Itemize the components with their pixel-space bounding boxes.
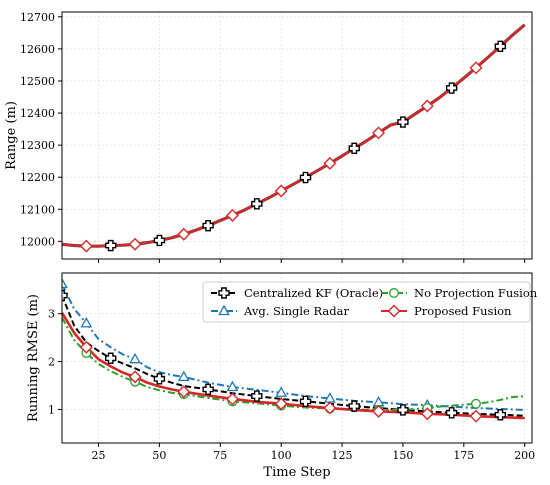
data-point [80, 316, 93, 328]
legend-box [202, 281, 531, 323]
data-point [153, 373, 166, 385]
series-group [62, 23, 526, 253]
data-point [445, 82, 458, 94]
data-point [494, 40, 507, 53]
series-group [62, 277, 525, 423]
data-point [420, 407, 434, 421]
data-point [372, 395, 385, 407]
data-point [153, 234, 166, 247]
x-axis-label: Time Step [263, 465, 330, 480]
range-chart: 12000 12100 12200 12300 12400 12500 12600 12700… [4, 11, 533, 263]
legend-item: Proposed Fusion [381, 304, 512, 318]
legend-marker [387, 304, 401, 318]
y-axis-label: Range (m) [4, 101, 19, 170]
y-tick-label: 12100 [20, 203, 55, 216]
legend-item: No Projection Fusion [381, 286, 538, 300]
data-point [471, 398, 481, 409]
legend-marker [389, 288, 399, 298]
data-point [202, 383, 214, 396]
y-axis-label: Running RMSE (m) [26, 294, 41, 422]
data-point [445, 407, 458, 419]
plot-frame [61, 272, 533, 444]
legend-marker [218, 287, 230, 299]
data-point [275, 386, 288, 397]
data-point [420, 99, 434, 113]
data-point [348, 400, 360, 412]
legend-label: Avg. Single Radar [243, 304, 349, 318]
data-point [62, 277, 68, 289]
x-tick-label: 200 [514, 449, 535, 462]
series-line-proposed-fusion [62, 23, 526, 248]
x-tick-label: 25 [92, 449, 106, 462]
data-point [323, 401, 337, 415]
data-point [79, 239, 93, 253]
x-tick-label: 100 [271, 449, 292, 462]
data-point [128, 370, 142, 384]
data-point [128, 237, 142, 251]
data-point [372, 404, 386, 418]
x-tick-label: 50 [152, 449, 166, 462]
data-point [469, 61, 483, 75]
data-point [225, 392, 239, 406]
data-point [251, 390, 263, 402]
series-line-proposed-fusion [62, 312, 525, 420]
y-tick-label: 12000 [20, 235, 55, 248]
data-point [397, 116, 409, 128]
data-point [225, 208, 239, 222]
x-tick-label: 175 [453, 449, 474, 462]
y-tick-label: 12300 [20, 139, 55, 152]
data-point [372, 126, 386, 140]
x-tick-label: 75 [213, 449, 227, 462]
legend-label: Centralized KF (Oracle) [244, 286, 383, 300]
data-point [177, 227, 191, 241]
plot-frame [61, 11, 533, 260]
y-tick-label: 12200 [20, 171, 55, 184]
y-tick-label: 12700 [20, 11, 55, 24]
data-point [177, 385, 191, 399]
y-tick-label: 3 [48, 308, 55, 321]
y-tick-label: 12400 [20, 107, 55, 120]
data-point [202, 219, 214, 232]
legend: Centralized KF (Oracle) Avg. Single Radar… [202, 281, 538, 323]
legend-item: Centralized KF (Oracle) [211, 286, 383, 300]
data-point [105, 239, 117, 252]
y-tick-label: 1 [48, 403, 55, 416]
data-point [177, 370, 190, 382]
legend-label: No Projection Fusion [414, 286, 538, 300]
data-point [129, 352, 141, 364]
series-line-true-range [62, 23, 526, 248]
legend-label: Proposed Fusion [414, 304, 512, 318]
y-tick-label: 2 [48, 356, 55, 369]
x-tick-label: 125 [332, 449, 353, 462]
y-tick-label: 12600 [20, 43, 55, 56]
data-point [226, 380, 239, 392]
series-line-centralized-kf-oracle- [62, 24, 526, 248]
data-point [251, 198, 263, 210]
data-point [348, 142, 360, 155]
legend-marker [218, 304, 230, 316]
data-point [494, 409, 507, 421]
y-tick-label: 12500 [20, 75, 55, 88]
data-point [62, 289, 68, 302]
legend-item: Avg. Single Radar [211, 304, 349, 318]
data-point [299, 395, 312, 408]
data-point [274, 397, 288, 411]
data-point [299, 171, 312, 184]
series-line-no-projection-fusion [62, 317, 525, 411]
data-point [397, 404, 409, 416]
data-point [79, 340, 93, 354]
data-point [323, 156, 337, 170]
rmse-chart: 25 50 75 100 125 150 175 200 1 2 3 Running RMSE (m)… [26, 272, 538, 480]
data-point [469, 409, 483, 423]
x-tick-label: 150 [392, 449, 413, 462]
data-point [274, 184, 288, 198]
data-point [105, 352, 117, 364]
